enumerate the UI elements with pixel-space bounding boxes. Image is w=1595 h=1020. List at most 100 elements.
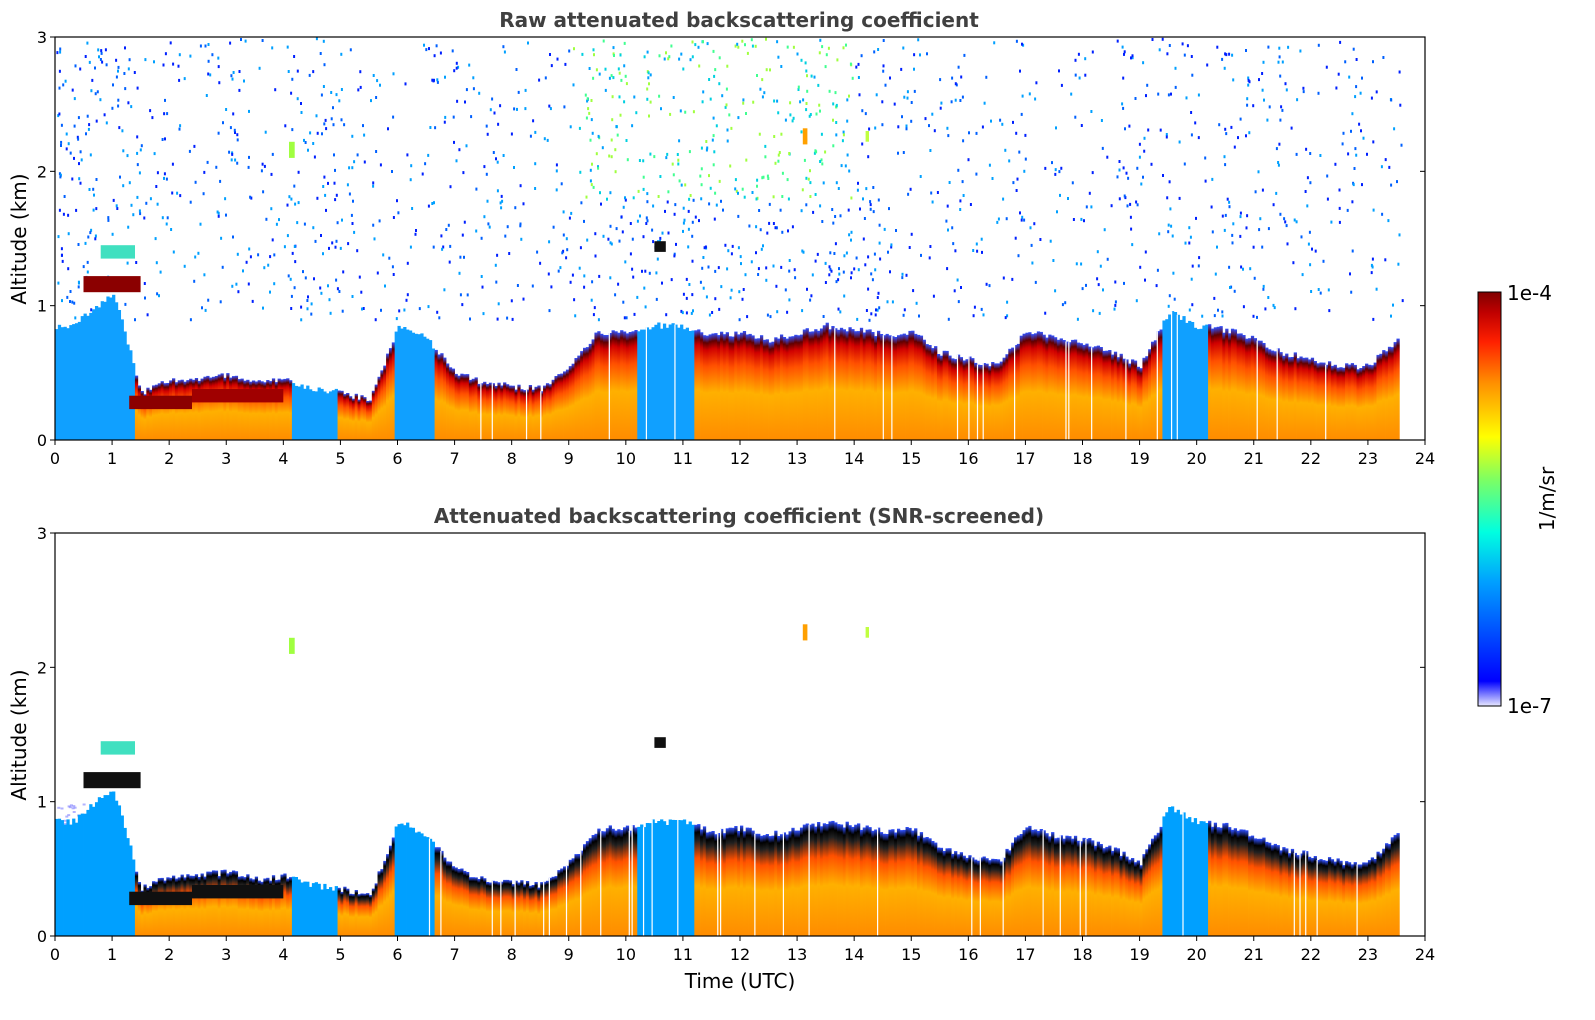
noise-pixel [1190,133,1193,137]
profile-column [768,342,772,440]
profile-column [571,363,575,440]
x-tick-label: 9 [564,945,574,964]
profile-column [471,378,475,440]
noise-pixel [786,178,789,182]
noise-pixel [290,91,293,95]
noise-pixel [165,177,168,181]
noise-pixel [664,209,666,213]
noise-pixel [910,101,913,104]
noise-pixel [397,211,400,215]
profile-column [1279,850,1283,936]
noise-pixel [681,311,684,315]
noise-pixel [1064,301,1067,305]
noise-pixel [1390,314,1392,318]
noise-pixel [360,290,363,294]
profile-column [1293,352,1297,440]
noise-pixel [1139,265,1142,269]
profile-column [106,795,110,936]
profile-column [186,380,190,440]
noise-pixel [1122,106,1125,110]
noise-pixel [808,114,811,118]
noise-pixel [1128,124,1131,128]
profile-column [283,873,287,936]
noise-pixel [726,139,729,143]
noise-pixel [839,214,842,218]
noise-pixel [931,112,934,116]
noise-pixel [624,260,627,264]
noise-pixel [738,318,741,322]
profile-column [1173,812,1178,936]
profile-column [363,893,367,936]
profile-column [914,333,918,440]
profile-column [537,385,541,440]
noise-pixel [947,228,949,232]
noise-pixel [720,285,723,289]
noise-pixel [774,226,777,230]
noise-pixel [590,183,593,187]
noise-pixel [846,98,849,102]
noise-pixel [139,148,142,152]
noise-pixel [465,144,468,148]
noise-pixel [93,193,95,197]
noise-pixel [756,178,759,182]
noise-pixel [700,183,703,187]
profile-column [1199,328,1203,440]
profile-column [962,360,966,440]
profile-column [477,879,481,936]
noise-pixel [761,78,764,82]
noise-pixel [431,78,434,82]
noise-pixel [1292,261,1295,265]
noise-pixel [1165,135,1168,139]
profile-column [1145,849,1149,936]
profile-column [371,390,376,440]
profile-column [274,880,279,936]
noise-pixel [1142,61,1145,65]
profile-column [654,823,658,936]
noise-pixel [405,298,408,302]
profile-column [1053,337,1058,440]
noise-pixel [1309,181,1312,185]
profile-column [642,329,647,440]
noise-pixel [928,124,930,128]
noise-pixel [1221,214,1224,218]
noise-pixel [1170,92,1172,96]
noise-pixel [495,157,497,161]
noise-pixel [571,273,574,277]
profile-column [494,881,498,936]
noise-pixel [321,132,323,136]
noise-pixel [207,59,210,63]
noise-pixel [919,53,921,57]
noise-pixel [1284,82,1287,86]
noise-pixel [550,285,553,289]
noise-pixel [362,307,365,310]
noise-pixel [499,201,502,205]
noise-pixel [633,95,636,99]
profile-column [1276,348,1280,440]
noise-pixel [613,54,615,57]
profile-column [348,893,353,936]
noise-pixel [1299,49,1302,53]
noise-pixel [65,147,68,151]
noise-pixel [832,118,834,122]
noise-pixel [867,287,870,291]
profile-column [377,376,381,440]
profile-column [885,333,889,440]
profile-column [1076,840,1081,936]
profile-column [551,876,555,936]
noise-pixel [646,50,649,54]
profile-column [865,825,869,936]
profile-column [1065,835,1069,936]
noise-pixel [1239,215,1242,219]
noise-pixel [72,805,76,808]
profile-column [879,832,884,936]
noise-pixel [1136,203,1139,207]
profile-column [89,312,93,440]
noise-pixel [1023,218,1026,222]
noise-pixel [815,112,818,116]
noise-pixel [1382,56,1385,59]
noise-pixel [469,317,471,321]
missing-profile [1014,345,1016,440]
noise-pixel [1233,289,1236,293]
profile-column [277,879,281,936]
noise-pixel [963,53,966,57]
